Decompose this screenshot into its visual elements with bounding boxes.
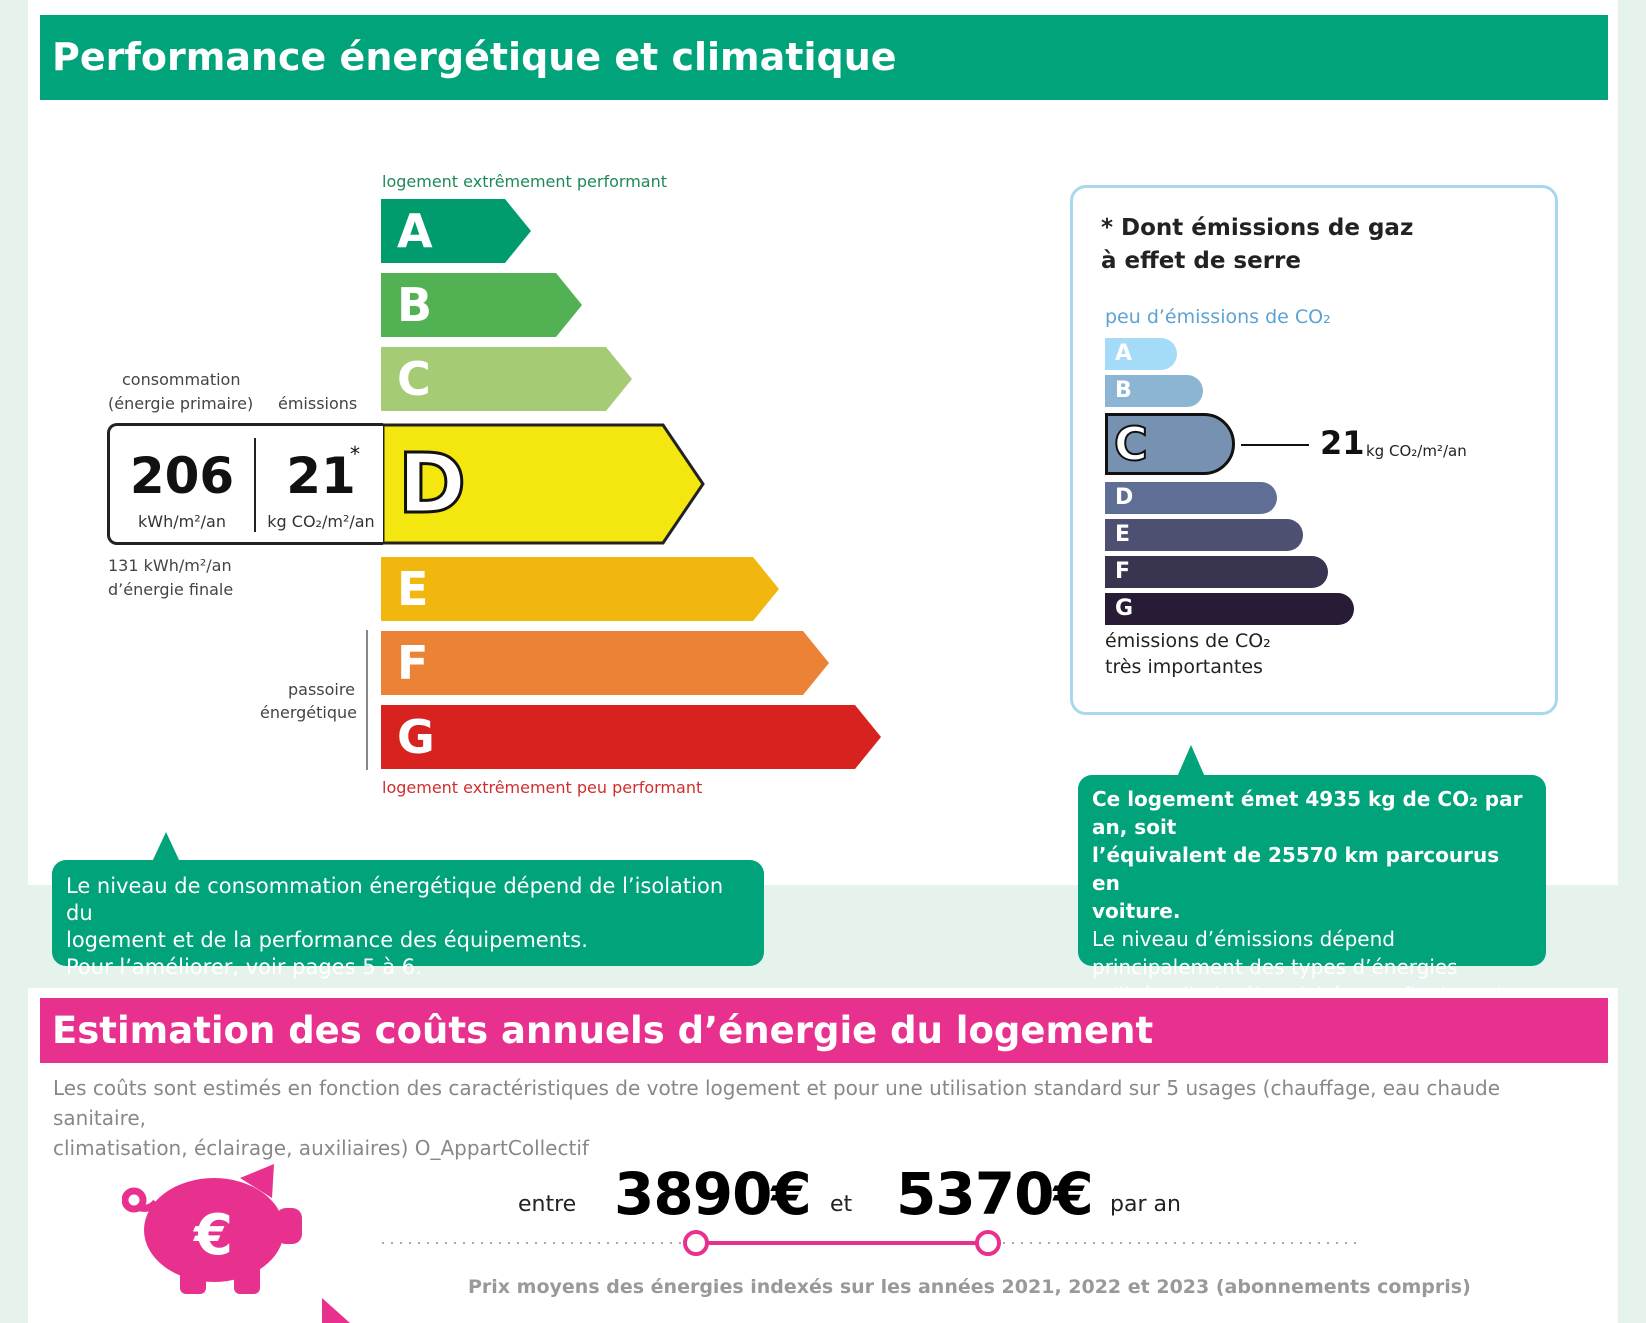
pink-corner-arrow (322, 1298, 350, 1323)
energy-band-D (381, 423, 705, 545)
bubble-right-bold1: Ce logement émet 4935 kg de CO₂ par an, … (1092, 787, 1523, 839)
bubble-left-line3: Pour l’améliorer, voir pages 5 à 6. (66, 955, 422, 979)
costs-description: Les coûts sont estimés en fonction des c… (53, 1073, 1593, 1163)
co2-band-B: B (1105, 375, 1203, 407)
bubble-right-bold3: voiture. (1092, 899, 1181, 923)
co2-unit: kg CO₂/m²/an (1366, 442, 1467, 460)
energy-band-C (381, 347, 632, 411)
emissions-star: * (350, 442, 360, 466)
co2-bottom-line2: très importantes (1105, 656, 1263, 678)
co2-current-letter: C (1113, 416, 1149, 472)
costs-description-line2: climatisation, éclairage, auxiliaires) O… (53, 1136, 589, 1160)
bubble-left-line1: Le niveau de consommation énergétique dé… (66, 874, 724, 925)
co2-title-line1: * Dont émissions de gaz (1101, 215, 1414, 241)
cost-max-value: 5370€ (896, 1160, 1094, 1228)
passoire-line2: énergétique (260, 703, 357, 722)
co2-band-A: A (1105, 338, 1177, 370)
co2-bottom-label: émissions de CO₂ très importantes (1105, 628, 1271, 680)
consumption-header-line2: (énergie primaire) (108, 394, 254, 413)
energy-band-G (381, 705, 881, 769)
energy-scale (366, 199, 881, 770)
scale-bottom-label: logement extrêmement peu performant (382, 778, 703, 797)
costs-description-line1: Les coûts sont estimés en fonction des c… (53, 1076, 1500, 1130)
bubble-left-pointer (152, 832, 180, 862)
consumption-box: 206 kWh/m²/an 21 * kg CO₂/m²/an (107, 423, 383, 545)
passoire-line1: passoire (288, 680, 355, 699)
cost-min-value: 3890€ (614, 1160, 812, 1228)
co2-value: 21 (1320, 424, 1365, 462)
energy-band-A (381, 199, 531, 263)
emissions-value: 21 (286, 447, 356, 505)
co2-band-G: G (1105, 593, 1354, 625)
emissions-info-bubble: Ce logement émet 4935 kg de CO₂ par an, … (1078, 775, 1546, 1007)
co2-title-line2: à effet de serre (1101, 248, 1302, 274)
co2-top-label: peu d’émissions de CO₂ (1105, 306, 1331, 328)
bubble-right-pointer (1177, 745, 1205, 777)
scale-top-label: logement extrêmement performant (382, 172, 667, 191)
bubble-right-bold2: l’équivalent de 25570 km parcourus en (1092, 843, 1500, 895)
piggy-bank-euro-icon: € (122, 1164, 302, 1294)
co2-pointer-line (1241, 444, 1309, 446)
bubble-right-line2: principalement des types d’énergies (1092, 955, 1458, 979)
co2-band-E: E (1105, 519, 1303, 551)
costs-footnote: Prix moyens des énergies indexés sur les… (468, 1276, 1471, 1298)
performance-title: Performance énergétique et climatique (40, 15, 1608, 100)
consumption-unit: kWh/m²/an (138, 512, 226, 531)
energy-band-F (381, 631, 829, 695)
final-energy-line1: 131 kWh/m²/an (108, 556, 232, 575)
co2-band-F: F (1105, 556, 1328, 588)
energy-band-E (381, 557, 779, 621)
cost-range-slider (382, 1230, 1363, 1256)
co2-title: * Dont émissions de gaz à effet de serre (1101, 212, 1413, 278)
consumption-info-bubble: Le niveau de consommation énergétique dé… (52, 860, 764, 979)
svg-text:€: € (192, 1203, 233, 1268)
cost-range-max-handle (975, 1230, 1001, 1256)
cost-word-and: et (830, 1192, 853, 1217)
cost-range-min-handle (683, 1230, 709, 1256)
bubble-right-line1: Le niveau d’émissions dépend (1092, 927, 1395, 951)
co2-band-C-current: C (1105, 413, 1235, 475)
final-energy-line2: d’énergie finale (108, 580, 234, 599)
costs-title: Estimation des coûts annuels d’énergie d… (40, 998, 1608, 1063)
co2-bottom-line1: émissions de CO₂ (1105, 630, 1271, 652)
box-divider (254, 438, 256, 532)
bubble-left-line2: logement et de la performance des équipe… (66, 928, 588, 952)
cost-word-between: entre (518, 1192, 577, 1217)
consumption-header-line1: consommation (122, 370, 241, 389)
cost-word-per-year: par an (1110, 1192, 1181, 1217)
energy-band-B (381, 273, 582, 337)
emissions-header: émissions (278, 394, 358, 413)
consumption-value: 206 (129, 447, 235, 505)
energy-current-letter: D (396, 437, 467, 532)
emissions-unit: kg CO₂/m²/an (267, 512, 375, 531)
co2-band-D: D (1105, 482, 1277, 514)
